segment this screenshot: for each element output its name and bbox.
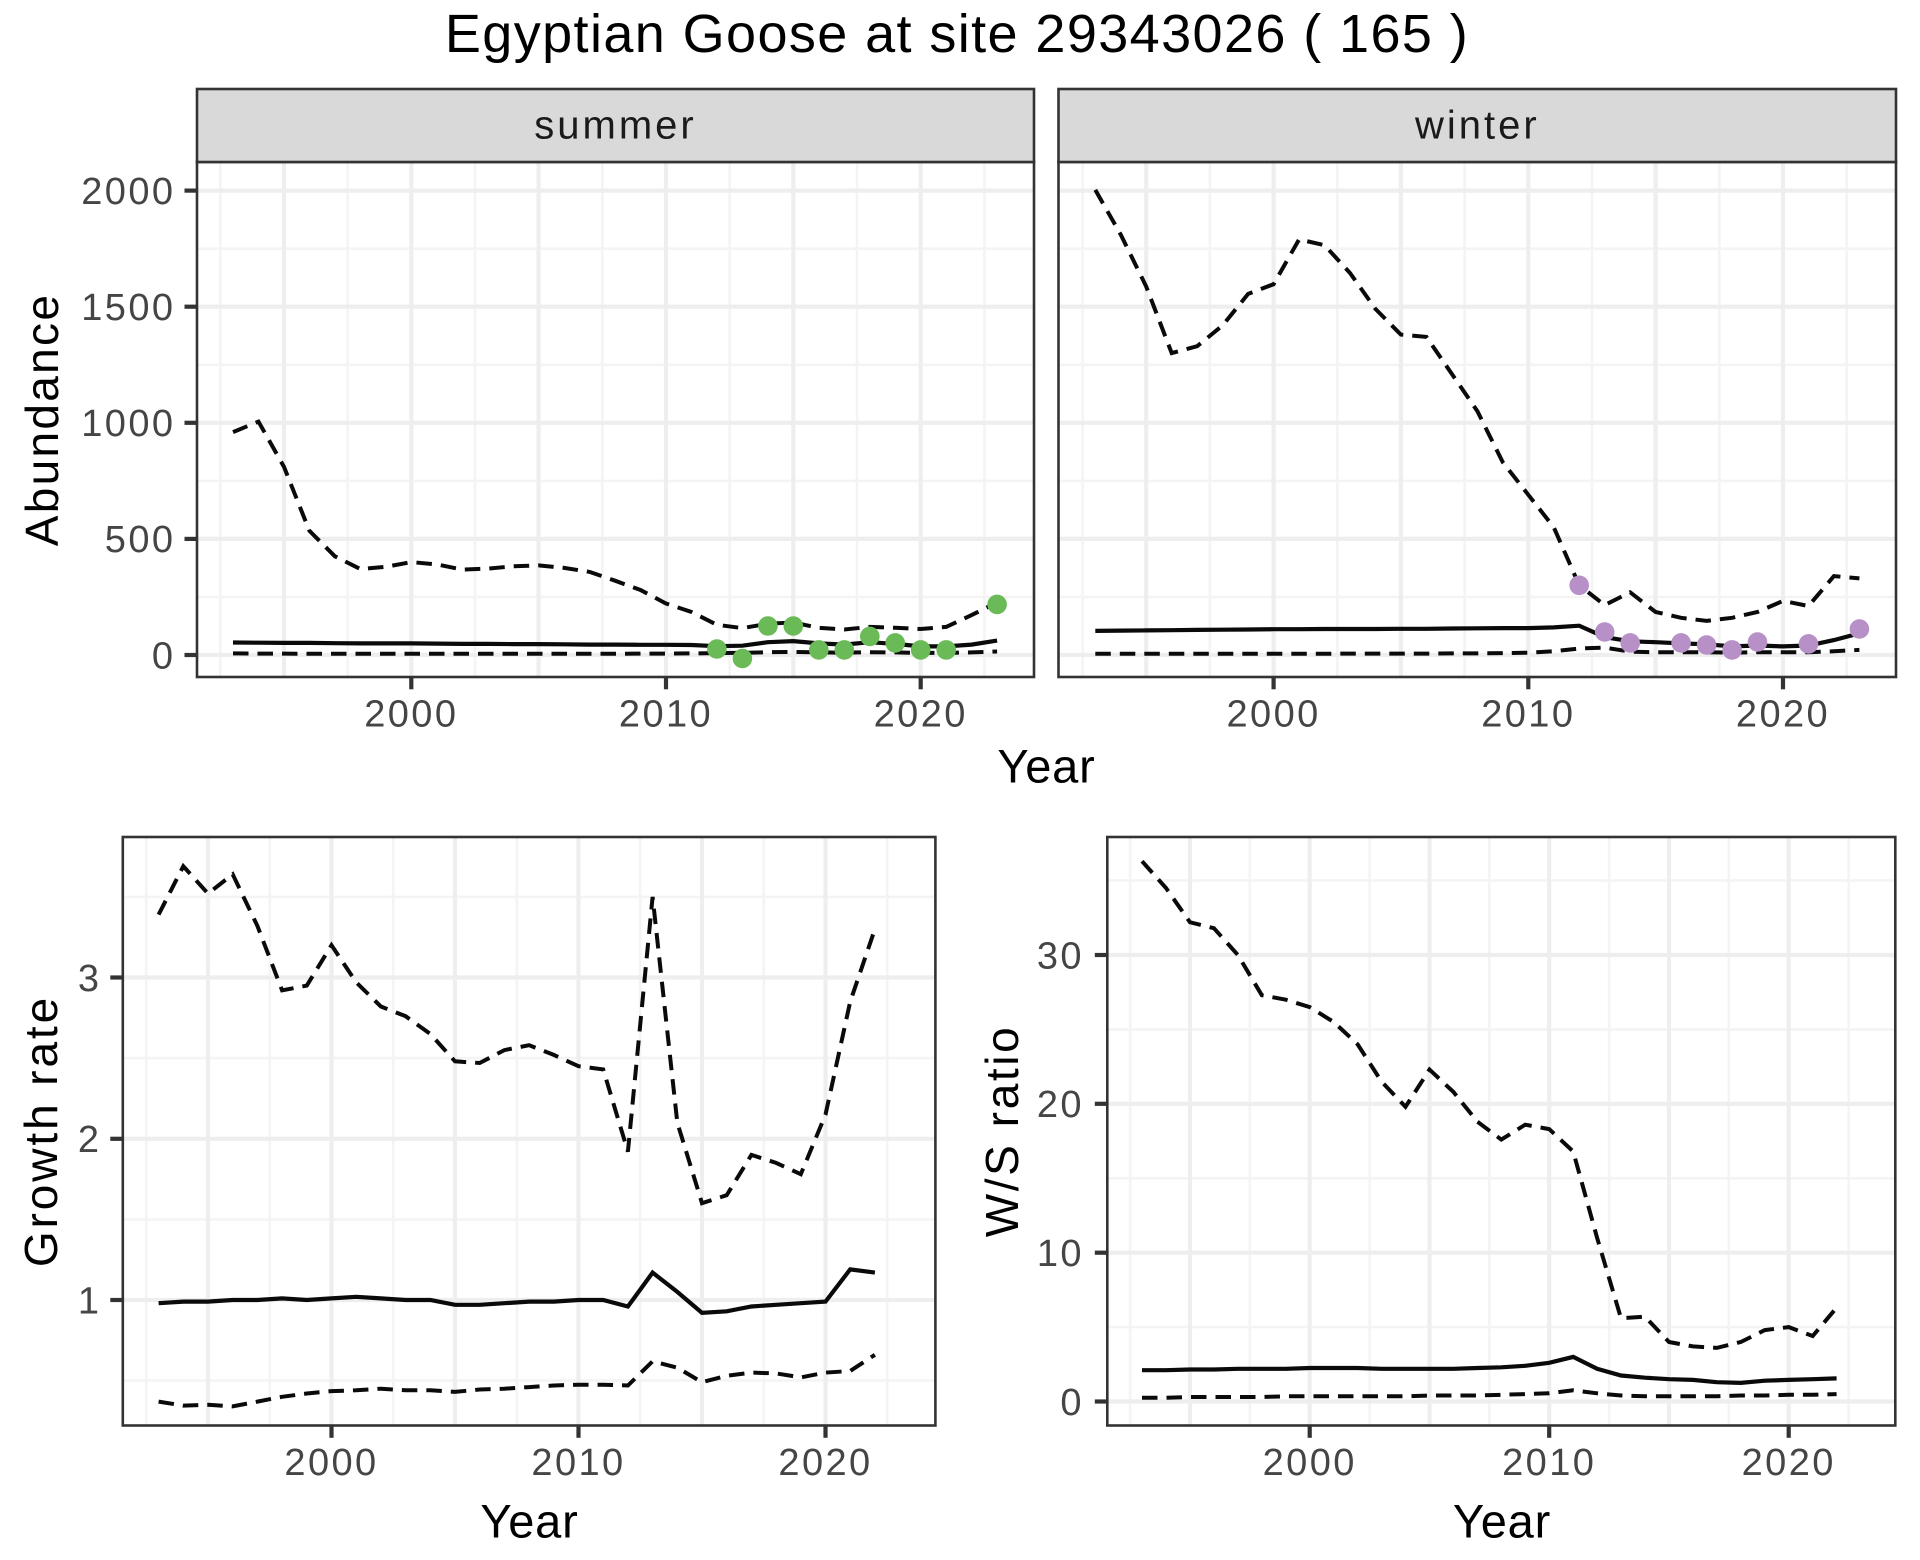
- svg-text:0: 0: [1060, 1382, 1084, 1424]
- svg-text:2010: 2010: [1481, 694, 1575, 736]
- svg-text:2020: 2020: [1742, 1442, 1836, 1484]
- svg-text:Abundance: Abundance: [16, 293, 68, 546]
- svg-text:Growth rate: Growth rate: [15, 995, 67, 1267]
- svg-text:500: 500: [105, 519, 176, 561]
- svg-text:1500: 1500: [81, 287, 175, 329]
- svg-text:summer: summer: [534, 104, 696, 148]
- svg-text:2020: 2020: [778, 1442, 872, 1484]
- svg-text:2000: 2000: [1263, 1442, 1357, 1484]
- svg-text:3: 3: [78, 958, 102, 1000]
- svg-text:10: 10: [1037, 1233, 1084, 1275]
- svg-text:2: 2: [78, 1119, 102, 1161]
- svg-text:2000: 2000: [364, 694, 458, 736]
- svg-text:Year: Year: [997, 739, 1095, 792]
- svg-text:2000: 2000: [81, 171, 175, 213]
- svg-text:0: 0: [152, 635, 176, 677]
- svg-text:1000: 1000: [81, 403, 175, 445]
- svg-text:Year: Year: [1453, 1495, 1551, 1548]
- svg-text:1: 1: [78, 1280, 102, 1322]
- svg-text:2000: 2000: [284, 1442, 378, 1484]
- svg-text:Egyptian Goose at site 2934302: Egyptian Goose at site 29343026 ( 165 ): [445, 4, 1469, 64]
- svg-text:winter: winter: [1414, 104, 1540, 148]
- svg-text:Year: Year: [480, 1495, 578, 1548]
- svg-text:20: 20: [1037, 1084, 1084, 1126]
- svg-text:2010: 2010: [531, 1442, 625, 1484]
- svg-text:2010: 2010: [1502, 1442, 1596, 1484]
- svg-text:2020: 2020: [1736, 694, 1830, 736]
- svg-text:2020: 2020: [874, 694, 968, 736]
- svg-text:30: 30: [1037, 935, 1084, 977]
- svg-text:2010: 2010: [619, 694, 713, 736]
- svg-text:2000: 2000: [1227, 694, 1321, 736]
- svg-text:W/S ratio: W/S ratio: [976, 1025, 1028, 1238]
